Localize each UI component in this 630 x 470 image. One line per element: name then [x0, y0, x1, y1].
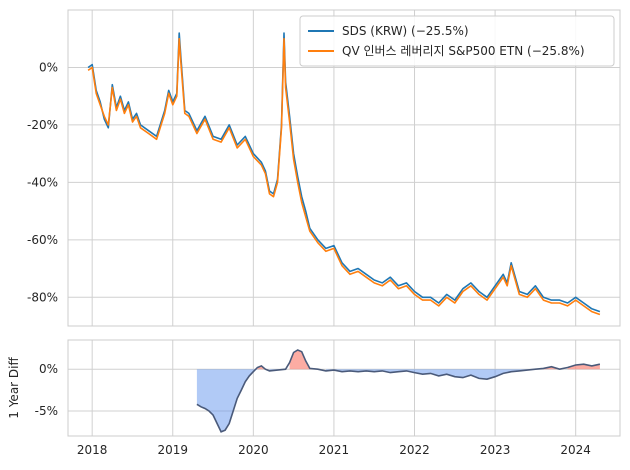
diff-y-axis-label: 1 Year Diff — [7, 357, 21, 419]
series-line-1 — [87, 32, 601, 313]
diff-line — [196, 349, 601, 433]
legend-label-1: SDS (KRW) (−25.5%) — [342, 24, 469, 38]
diff-frame — [67, 339, 621, 437]
diff-panel: 0% -5% 1 Year Diff — [7, 339, 621, 437]
x-tick-label: 2020 — [238, 443, 269, 457]
x-tick-label: 2021 — [319, 443, 350, 457]
series-line-2 — [87, 37, 601, 316]
diff-y-tick-label: 0% — [39, 362, 58, 376]
y-tick-label: 0% — [39, 60, 58, 74]
x-tick-label: 2023 — [480, 443, 511, 457]
y-tick-label: -20% — [27, 118, 58, 132]
diff-y-tick-label: -5% — [35, 404, 58, 418]
legend-label-2: QV 인버스 레버리지 S&P500 ETN (−25.8%) — [342, 44, 585, 58]
y-tick-label: -60% — [27, 233, 58, 247]
diff-negative-area — [196, 369, 536, 432]
x-tick-label: 2024 — [560, 443, 591, 457]
y-tick-label: -80% — [27, 290, 58, 304]
legend-box — [299, 15, 615, 67]
x-axis: 2018 2019 2020 2021 2022 2023 2024 — [77, 443, 591, 457]
x-tick-label: 2019 — [157, 443, 188, 457]
diff-positive-area — [257, 350, 600, 370]
x-tick-label: 2022 — [399, 443, 430, 457]
y-tick-label: -40% — [27, 175, 58, 189]
x-tick-label: 2018 — [77, 443, 108, 457]
legend: SDS (KRW) (−25.5%) QV 인버스 레버리지 S&P500 ETN… — [299, 15, 615, 67]
main-frame — [67, 9, 621, 327]
